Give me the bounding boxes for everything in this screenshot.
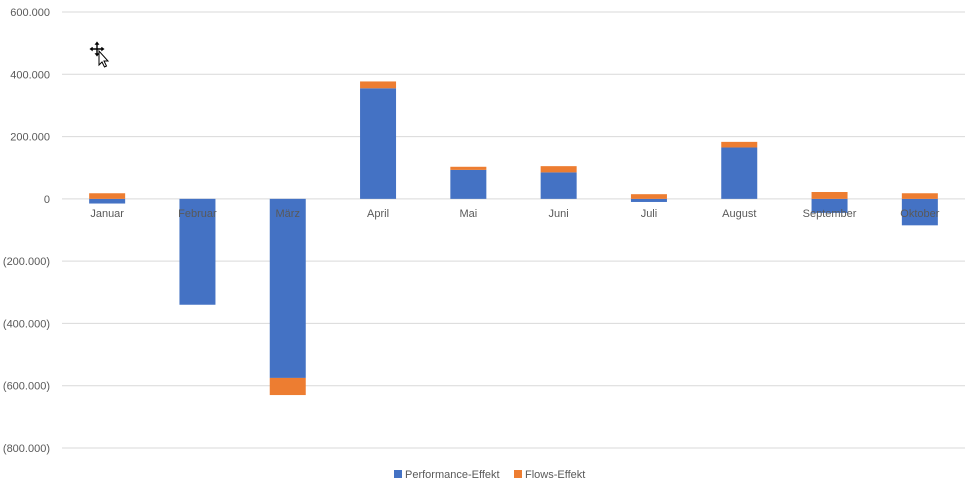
- bar-flows: [901, 193, 938, 199]
- y-tick-label: (800.000): [3, 443, 50, 455]
- y-tick-label: (400.000): [3, 318, 50, 330]
- x-category-label: Oktober: [900, 208, 939, 220]
- x-category-label: März: [276, 208, 300, 220]
- y-tick-label: 400.000: [10, 69, 50, 81]
- y-tick-label: 200.000: [10, 132, 50, 144]
- y-tick-label: (200.000): [3, 256, 50, 268]
- bars: [89, 81, 938, 396]
- x-category-label: Juli: [641, 208, 658, 220]
- bar-performance: [630, 198, 667, 202]
- x-category-label: Mai: [459, 208, 477, 220]
- x-category-label: Januar: [90, 208, 124, 220]
- bar-flows: [540, 166, 577, 173]
- legend-label: Performance-Effekt: [405, 469, 500, 481]
- legend-swatch: [514, 470, 522, 478]
- bar-flows: [630, 194, 667, 199]
- move-cursor-icon: [88, 40, 110, 68]
- bar-flows: [360, 81, 397, 89]
- y-tick-label: 0: [44, 194, 50, 206]
- y-axis-ticks: 600.000 400.000 200.000 0 (200.000) (400.000)…: [3, 7, 50, 455]
- bar-performance: [721, 147, 758, 199]
- bar-performance: [179, 198, 216, 305]
- x-category-label: August: [722, 208, 756, 220]
- bar-flows: [89, 193, 126, 199]
- legend: Performance-Effekt Flows-Effekt: [394, 469, 585, 481]
- legend-label: Flows-Effekt: [525, 469, 585, 481]
- bar-flows: [721, 141, 758, 148]
- y-tick-label: (600.000): [3, 381, 50, 393]
- x-category-label: September: [803, 208, 857, 220]
- bar-flows: [811, 192, 848, 199]
- bar-performance: [360, 88, 397, 199]
- bar-performance: [269, 198, 306, 378]
- bar-performance: [811, 198, 848, 213]
- x-axis-categories: Januar Februar März April Mai Juni Juli August S…: [90, 208, 939, 220]
- x-category-label: Juni: [549, 208, 569, 220]
- x-category-label: Februar: [178, 208, 217, 220]
- x-category-label: April: [367, 208, 389, 220]
- bar-performance: [540, 172, 577, 199]
- bar-performance: [901, 198, 938, 226]
- bar-performance: [450, 169, 487, 199]
- bar-flows: [450, 166, 487, 170]
- bar-flows: [269, 377, 306, 396]
- legend-swatch: [394, 470, 402, 478]
- bar-performance: [89, 198, 126, 204]
- y-tick-label: 600.000: [10, 7, 50, 19]
